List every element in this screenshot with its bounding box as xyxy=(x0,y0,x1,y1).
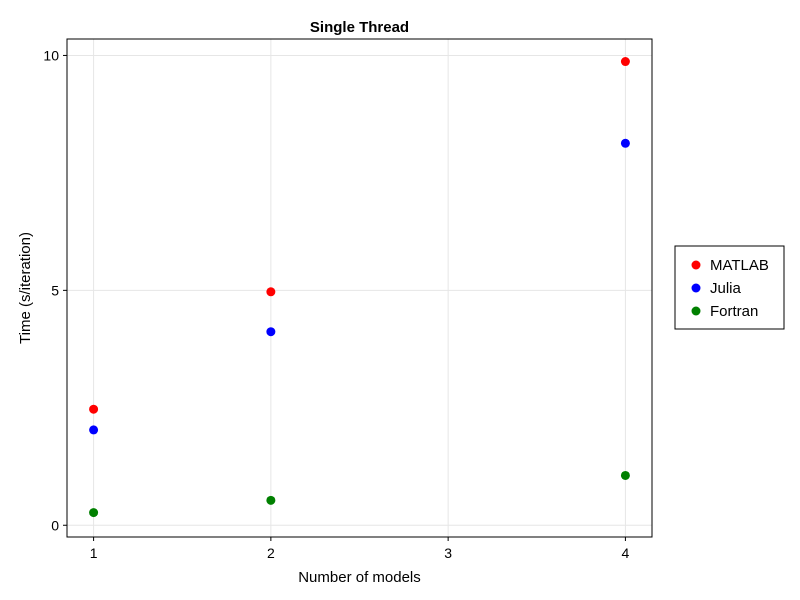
x-tick-label: 1 xyxy=(90,545,98,561)
legend-item: MATLAB xyxy=(691,257,769,274)
legend-item: Fortran xyxy=(691,303,758,320)
data-point xyxy=(620,138,630,148)
legend-marker xyxy=(691,306,701,316)
legend: MATLAB Julia Fortran xyxy=(674,245,785,330)
axis-ticks: 1 2 3 4 0 5 10 xyxy=(43,47,629,561)
y-tick-label: 10 xyxy=(43,47,59,63)
legend-label: Fortran xyxy=(710,303,758,320)
y-tick-label: 0 xyxy=(51,517,59,533)
data-point xyxy=(620,57,630,67)
legend-items: MATLAB Julia Fortran xyxy=(691,257,769,320)
legend-marker xyxy=(691,260,701,270)
data-point xyxy=(266,495,276,505)
legend-marker xyxy=(691,283,701,293)
x-tick-label: 3 xyxy=(444,545,452,561)
series-julia xyxy=(89,138,630,435)
data-point xyxy=(620,470,630,480)
legend-label: MATLAB xyxy=(710,257,769,274)
x-tick-label: 4 xyxy=(622,545,630,561)
x-tick-label: 2 xyxy=(267,545,275,561)
data-point xyxy=(266,287,276,297)
grid-lines xyxy=(67,39,652,537)
data-point xyxy=(89,404,99,414)
series-fortran xyxy=(89,470,630,518)
y-tick-label: 5 xyxy=(51,282,59,298)
data-point xyxy=(89,425,99,435)
plot-frame xyxy=(66,38,653,538)
y-axis-label: Time (s/iteration) xyxy=(17,232,34,344)
data-point xyxy=(89,508,99,518)
chart-title: Single Thread xyxy=(310,19,409,36)
series-matlab xyxy=(89,57,630,414)
data-point xyxy=(266,327,276,337)
data-points xyxy=(89,57,630,518)
legend-label: Julia xyxy=(710,280,742,297)
x-axis-label: Number of models xyxy=(298,569,421,586)
legend-item: Julia xyxy=(691,280,742,297)
